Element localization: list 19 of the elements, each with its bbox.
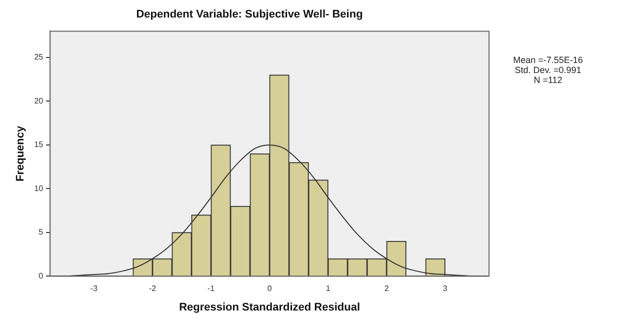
chart-title: Dependent Variable: Subjective Well- Being	[136, 8, 363, 21]
y-tick-label: 20	[34, 96, 44, 106]
x-tick-label: -2	[148, 284, 157, 294]
y-axis-title: Frequency	[14, 125, 27, 182]
x-tick-label: -1	[207, 284, 216, 294]
y-tick-label: 0	[38, 271, 44, 280]
x-tick-label: 0	[267, 284, 272, 294]
y-tick-label: 5	[38, 228, 44, 237]
x-tick-label: -3	[90, 284, 98, 294]
x-tick-label: 1	[326, 284, 331, 294]
y-tick-label: 15	[34, 140, 44, 150]
y-tick-label: 10	[34, 184, 44, 193]
text: Std. Dev. =0.991	[514, 64, 582, 75]
text: N =112	[534, 74, 562, 85]
y-tick-label: 25	[34, 52, 44, 62]
x-tick-label: 2	[384, 284, 390, 294]
x-axis-title: Regression Standardized Residual	[179, 301, 360, 314]
text: Mean =-7.55E-16	[513, 54, 583, 65]
x-tick-label: 3	[442, 284, 448, 294]
